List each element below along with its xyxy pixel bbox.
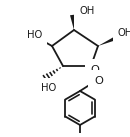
Text: HO: HO (41, 83, 56, 93)
Polygon shape (98, 36, 117, 46)
Text: OH: OH (80, 6, 95, 16)
Text: O: O (94, 76, 103, 86)
Text: OH: OH (118, 28, 130, 38)
Text: HO: HO (27, 30, 42, 40)
Polygon shape (70, 15, 74, 30)
Text: O: O (91, 65, 99, 75)
